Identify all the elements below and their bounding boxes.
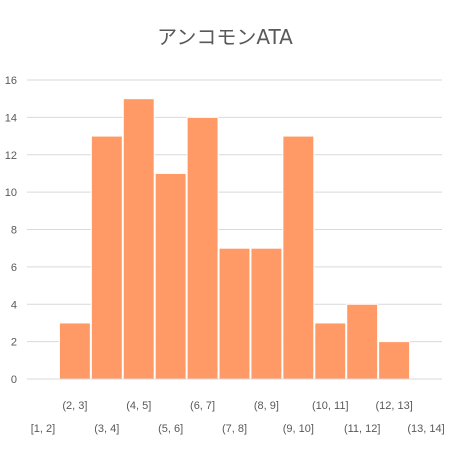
x-category-label: (5, 6] xyxy=(158,423,183,435)
histogram-bar xyxy=(90,135,123,380)
bars xyxy=(58,98,411,380)
x-category-label: (9, 10] xyxy=(283,423,314,435)
y-tick-label: 4 xyxy=(11,299,17,311)
histogram-bar xyxy=(314,322,347,380)
x-category-label: (8, 9] xyxy=(254,400,279,412)
histogram-bar xyxy=(282,135,315,380)
x-category-label: (12, 13] xyxy=(375,400,412,412)
y-tick-label: 14 xyxy=(5,112,17,124)
x-category-label: (6, 7] xyxy=(190,400,215,412)
histogram-bar xyxy=(122,98,155,380)
y-tick-label: 0 xyxy=(11,374,17,386)
x-axis-category-labels: [1, 2] (2, 3] (3, 4] (4, 5] (5, 6] (6, 7] (7, … xyxy=(31,400,445,435)
histogram-bar xyxy=(154,172,187,380)
histogram-bar xyxy=(58,322,91,380)
histogram-bar xyxy=(218,247,251,380)
x-category-label: (7, 8] xyxy=(222,423,247,435)
y-tick-label: 2 xyxy=(11,337,17,349)
chart-title: アンコモンATA xyxy=(157,25,293,49)
y-tick-label: 8 xyxy=(11,225,17,237)
x-category-label: (11, 12] xyxy=(344,423,381,435)
histogram-bar xyxy=(346,303,379,380)
x-category-label: (4, 5] xyxy=(126,400,151,412)
y-tick-label: 16 xyxy=(5,75,17,87)
y-tick-label: 10 xyxy=(5,187,17,199)
x-category-label: (2, 3] xyxy=(62,400,87,412)
x-category-label: [1, 2] xyxy=(31,423,55,435)
histogram-bar xyxy=(378,341,411,380)
y-axis-tick-labels: 0 2 4 6 8 10 12 14 16 xyxy=(5,75,17,386)
y-tick-label: 12 xyxy=(5,150,17,162)
x-category-label: (3, 4] xyxy=(94,423,119,435)
x-category-label: (13, 14] xyxy=(407,423,444,435)
histogram-bar xyxy=(250,247,283,380)
y-tick-label: 6 xyxy=(11,262,17,274)
x-category-label: (10, 11] xyxy=(312,400,349,412)
histogram-bar xyxy=(186,116,219,380)
